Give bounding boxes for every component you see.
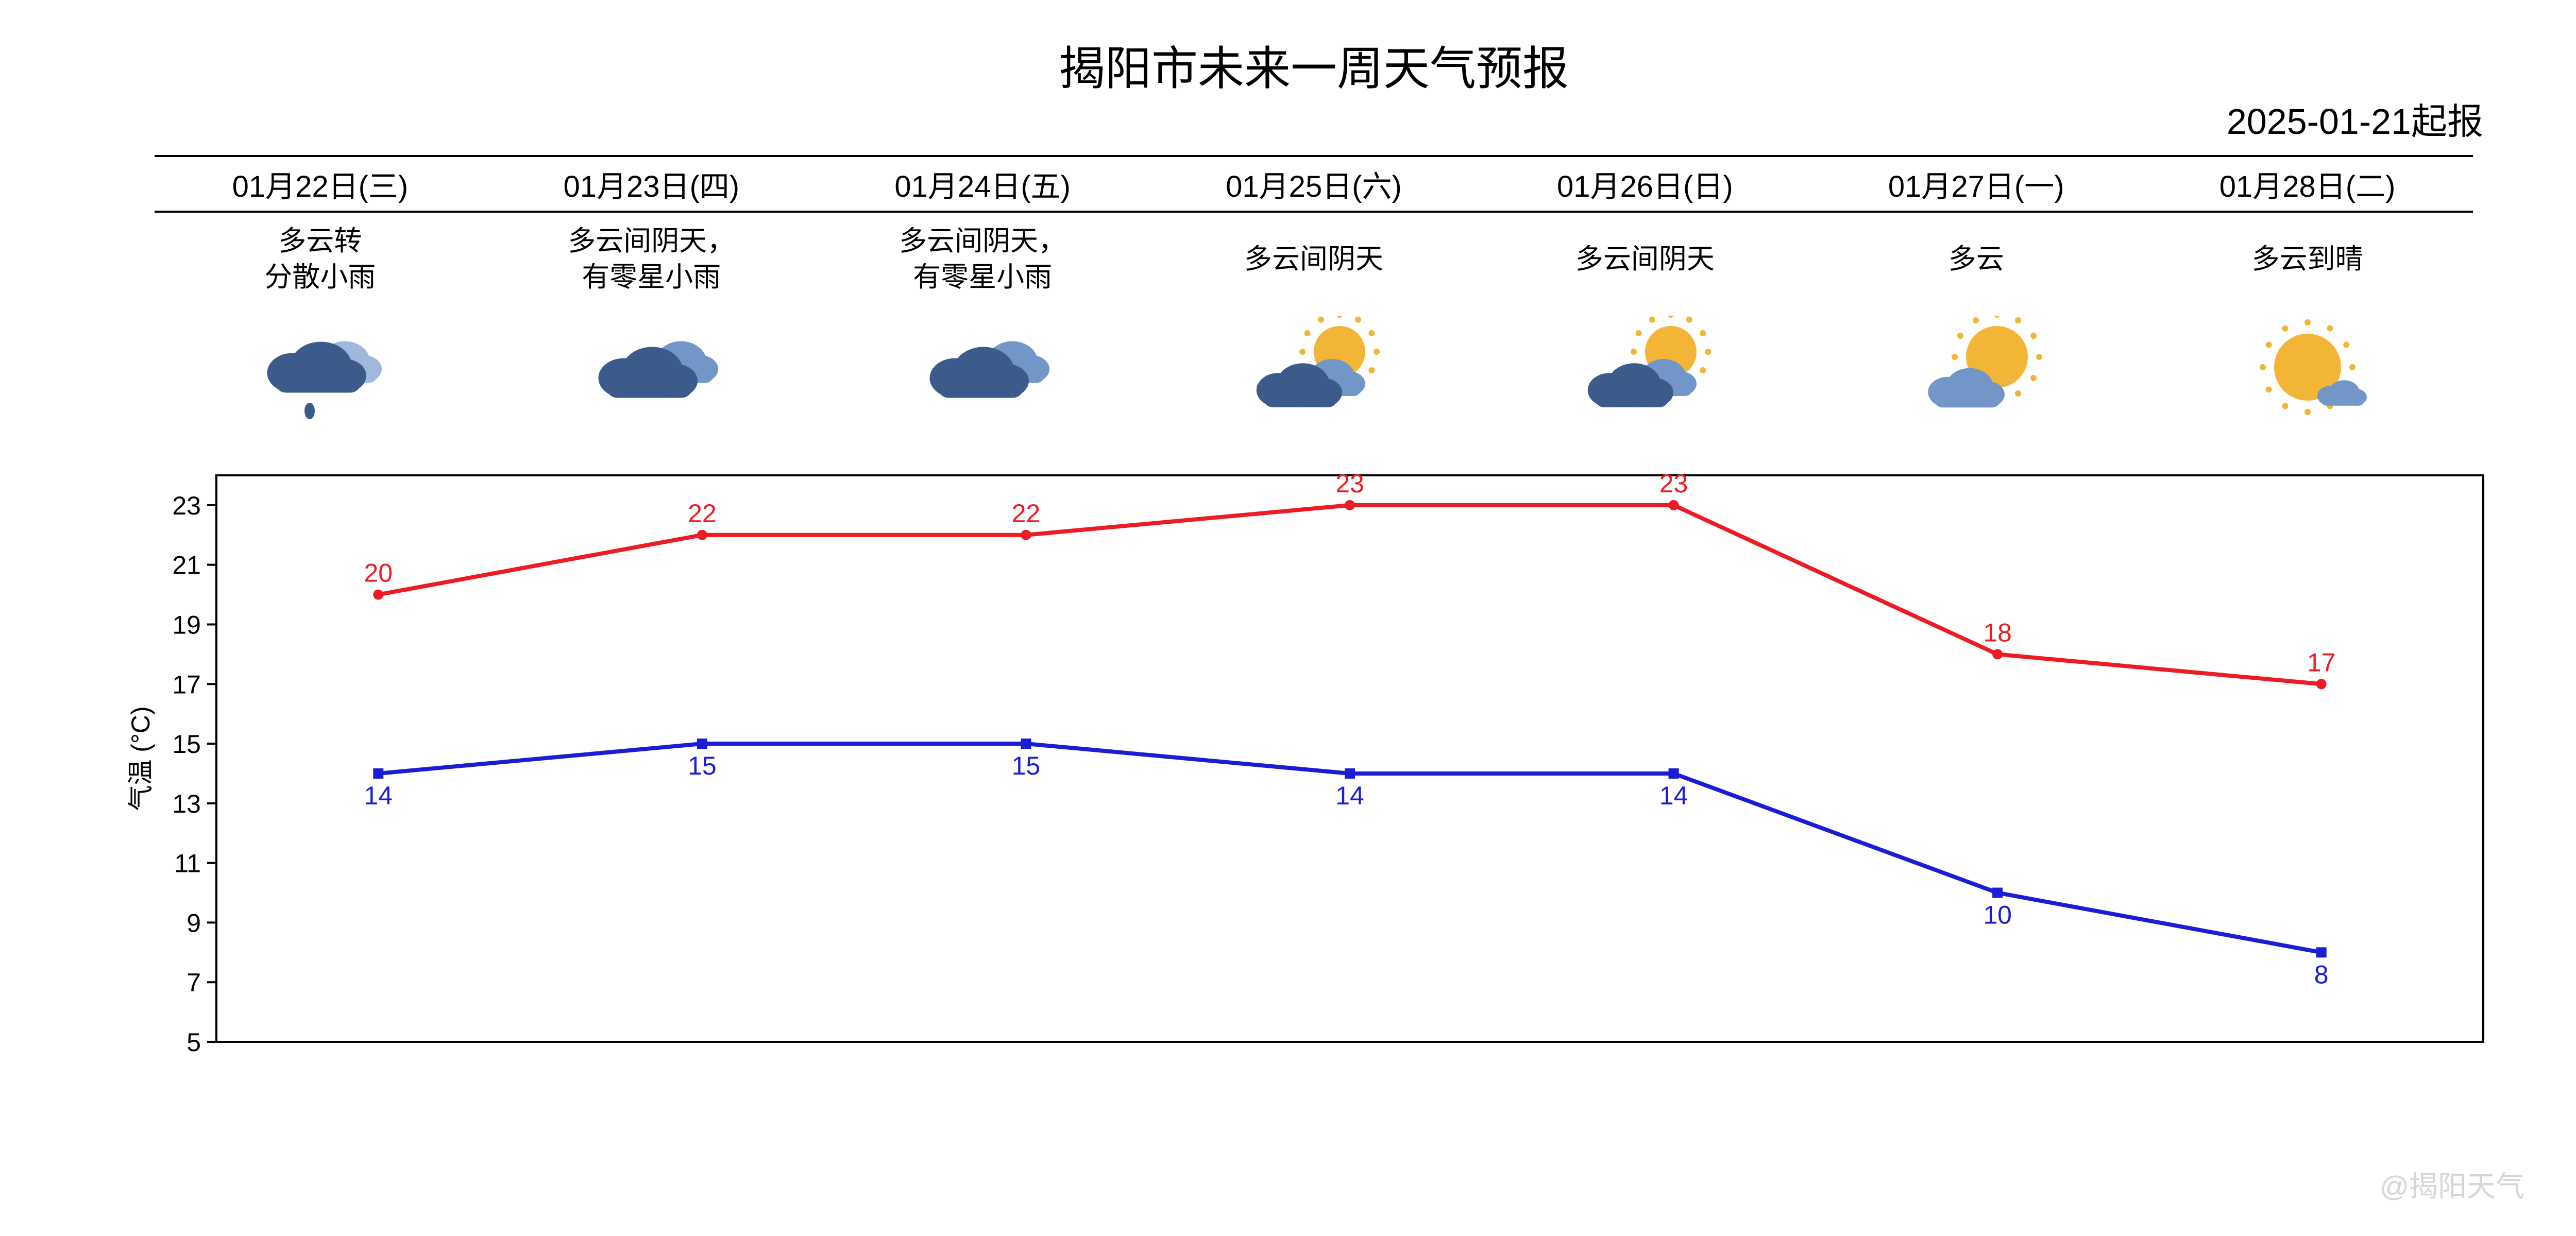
desc-col: 多云间阴天 (1148, 223, 1480, 295)
weather-icon (1479, 305, 1810, 439)
date-col: 01月23日(四) (486, 157, 817, 211)
weather-icon (1148, 305, 1480, 439)
svg-text:23: 23 (172, 491, 201, 520)
date-col: 01月26日(日) (1479, 157, 1810, 211)
svg-text:气温 (°C): 气温 (°C) (126, 707, 155, 811)
svg-text:23: 23 (1335, 469, 1364, 498)
svg-text:18: 18 (1983, 619, 2012, 647)
date-col: 01月24日(五) (817, 157, 1148, 211)
svg-text:14: 14 (364, 781, 393, 810)
svg-text:15: 15 (172, 730, 201, 759)
date-col: 01月22日(三) (155, 157, 486, 211)
svg-text:15: 15 (1012, 751, 1041, 780)
svg-text:17: 17 (172, 671, 201, 699)
svg-text:19: 19 (172, 611, 201, 640)
svg-text:14: 14 (1659, 781, 1688, 810)
watermark: @揭阳天气 (2380, 1163, 2524, 1205)
desc-col: 多云间阴天 (1479, 223, 1810, 295)
weather-icon (2142, 305, 2473, 439)
svg-text:11: 11 (174, 849, 201, 878)
svg-text:22: 22 (688, 499, 717, 528)
svg-text:23: 23 (1659, 469, 1688, 498)
svg-text:14: 14 (1335, 781, 1364, 810)
date-col: 01月28日(二) (2142, 157, 2473, 211)
desc-col: 多云间阴天， 有零星小雨 (817, 223, 1148, 295)
icons-row (155, 305, 2473, 439)
svg-text:5: 5 (187, 1028, 201, 1057)
date-col: 01月25日(六) (1148, 157, 1480, 211)
issue-date: 2025-01-21起报 (52, 93, 2576, 145)
svg-text:13: 13 (172, 789, 201, 818)
page-title: 揭阳市未来一周天气预报 (52, 31, 2576, 98)
desc-col: 多云间阴天， 有零星小雨 (486, 223, 817, 295)
desc-col: 多云到晴 (2142, 223, 2473, 295)
svg-text:20: 20 (364, 559, 393, 588)
svg-text:9: 9 (187, 909, 201, 938)
svg-text:7: 7 (187, 969, 201, 998)
chart-svg: 5 7 9 11 13 15 17 19 21 23 气温 (°C) 20 22 22 23 23 18 17 14… (124, 455, 2504, 1073)
weather-icon (155, 305, 486, 439)
temperature-chart: 5 7 9 11 13 15 17 19 21 23 气温 (°C) 20 22 22 23 23 18 17 14… (124, 455, 2504, 1075)
svg-text:15: 15 (688, 751, 717, 780)
svg-text:21: 21 (172, 551, 201, 580)
weather-icon (486, 305, 817, 439)
svg-text:10: 10 (1983, 901, 2012, 930)
svg-text:8: 8 (2314, 960, 2329, 989)
weather-icon (1810, 305, 2142, 439)
weather-icon (817, 305, 1148, 439)
desc-col: 多云转 分散小雨 (155, 223, 486, 295)
desc-col: 多云 (1810, 223, 2142, 295)
dates-row: 01月22日(三)01月23日(四)01月24日(五)01月25日(六)01月2… (155, 155, 2473, 213)
svg-text:22: 22 (1012, 499, 1041, 528)
descriptions-row: 多云转 分散小雨多云间阴天， 有零星小雨多云间阴天， 有零星小雨多云间阴天多云间… (155, 223, 2473, 295)
svg-text:17: 17 (2307, 648, 2336, 677)
date-col: 01月27日(一) (1810, 157, 2142, 211)
